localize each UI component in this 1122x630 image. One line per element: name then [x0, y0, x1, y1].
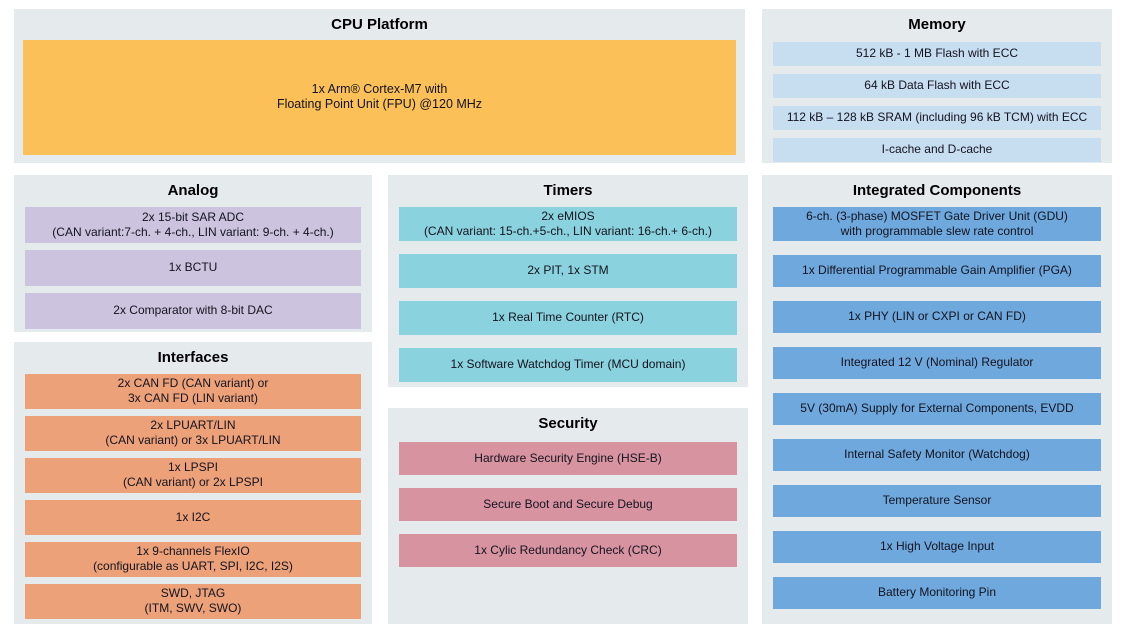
feature-block: 2x eMIOS (CAN variant: 15-ch.+5-ch., LIN…	[399, 206, 737, 241]
feature-block: Battery Monitoring Pin	[773, 576, 1101, 609]
feature-block: I-cache and D-cache	[773, 137, 1101, 162]
feature-block: 1x Software Watchdog Timer (MCU domain)	[399, 347, 737, 382]
panel-timers: Timers 2x eMIOS (CAN variant: 15-ch.+5-c…	[388, 175, 748, 387]
panel-rows-analog: 2x 15-bit SAR ADC (CAN variant:7-ch. + 4…	[14, 206, 372, 329]
panel-cpu-platform: CPU Platform 1x Arm® Cortex-M7 with Floa…	[14, 9, 745, 163]
feature-block: 1x Differential Programmable Gain Amplif…	[773, 254, 1101, 287]
feature-block: 1x PHY (LIN or CXPI or CAN FD)	[773, 300, 1101, 333]
feature-block: Temperature Sensor	[773, 484, 1101, 517]
feature-block: SWD, JTAG (ITM, SWV, SWO)	[25, 583, 361, 619]
feature-block: Internal Safety Monitor (Watchdog)	[773, 438, 1101, 471]
feature-block: 2x LPUART/LIN (CAN variant) or 3x LPUART…	[25, 415, 361, 451]
panel-security: Security Hardware Security Engine (HSE-B…	[388, 408, 748, 624]
feature-block: 512 kB - 1 MB Flash with ECC	[773, 41, 1101, 66]
panel-title-integrated-components: Integrated Components	[852, 182, 1022, 199]
panel-title-interfaces: Interfaces	[157, 349, 229, 366]
panel-interfaces: Interfaces 2x CAN FD (CAN variant) or 3x…	[14, 342, 372, 624]
panel-rows-interfaces: 2x CAN FD (CAN variant) or 3x CAN FD (LI…	[14, 373, 372, 619]
feature-block: 64 kB Data Flash with ECC	[773, 73, 1101, 98]
feature-block: 2x PIT, 1x STM	[399, 253, 737, 288]
panel-rows-cpu-platform: 1x Arm® Cortex-M7 with Floating Point Un…	[14, 39, 745, 164]
panel-title-memory: Memory	[908, 16, 966, 33]
feature-block: 1x Cylic Redundancy Check (CRC)	[399, 533, 737, 567]
feature-block: Secure Boot and Secure Debug	[399, 487, 737, 521]
panel-rows-security: Hardware Security Engine (HSE-B) Secure B…	[388, 439, 748, 567]
panel-title-security: Security	[538, 415, 598, 432]
panel-title-cpu-platform: CPU Platform	[331, 16, 428, 33]
panel-memory: Memory 512 kB - 1 MB Flash with ECC 64 kB…	[762, 9, 1112, 163]
feature-block: Integrated 12 V (Nominal) Regulator	[773, 346, 1101, 379]
feature-block: 2x Comparator with 8-bit DAC	[25, 292, 361, 329]
feature-block: 1x 9-channels FlexIO (configurable as UA…	[25, 541, 361, 577]
panel-rows-memory: 512 kB - 1 MB Flash with ECC 64 kB Data F…	[762, 40, 1112, 162]
feature-block: 2x 15-bit SAR ADC (CAN variant:7-ch. + 4…	[25, 206, 361, 243]
feature-block: 2x CAN FD (CAN variant) or 3x CAN FD (LI…	[25, 373, 361, 409]
feature-block: 6-ch. (3-phase) MOSFET Gate Driver Unit …	[773, 206, 1101, 241]
panel-title-analog: Analog	[167, 182, 219, 199]
panel-rows-timers: 2x eMIOS (CAN variant: 15-ch.+5-ch., LIN…	[388, 206, 748, 382]
feature-block: 1x High Voltage Input	[773, 530, 1101, 563]
feature-block: 5V (30mA) Supply for External Components…	[773, 392, 1101, 425]
panel-integrated-components: Integrated Components 6-ch. (3-phase) MO…	[762, 175, 1112, 624]
feature-block: 1x I2C	[25, 499, 361, 535]
panel-title-timers: Timers	[543, 182, 593, 199]
feature-block: 1x Arm® Cortex-M7 with Floating Point Un…	[23, 39, 736, 155]
feature-block: Hardware Security Engine (HSE-B)	[399, 441, 737, 475]
panel-rows-integrated-components: 6-ch. (3-phase) MOSFET Gate Driver Unit …	[762, 206, 1112, 609]
feature-block: 1x LPSPI (CAN variant) or 2x LPSPI	[25, 457, 361, 493]
feature-block: 112 kB – 128 kB SRAM (including 96 kB TC…	[773, 105, 1101, 130]
feature-block: 1x Real Time Counter (RTC)	[399, 300, 737, 335]
feature-block: 1x BCTU	[25, 249, 361, 286]
panel-analog: Analog 2x 15-bit SAR ADC (CAN variant:7-…	[14, 175, 372, 332]
